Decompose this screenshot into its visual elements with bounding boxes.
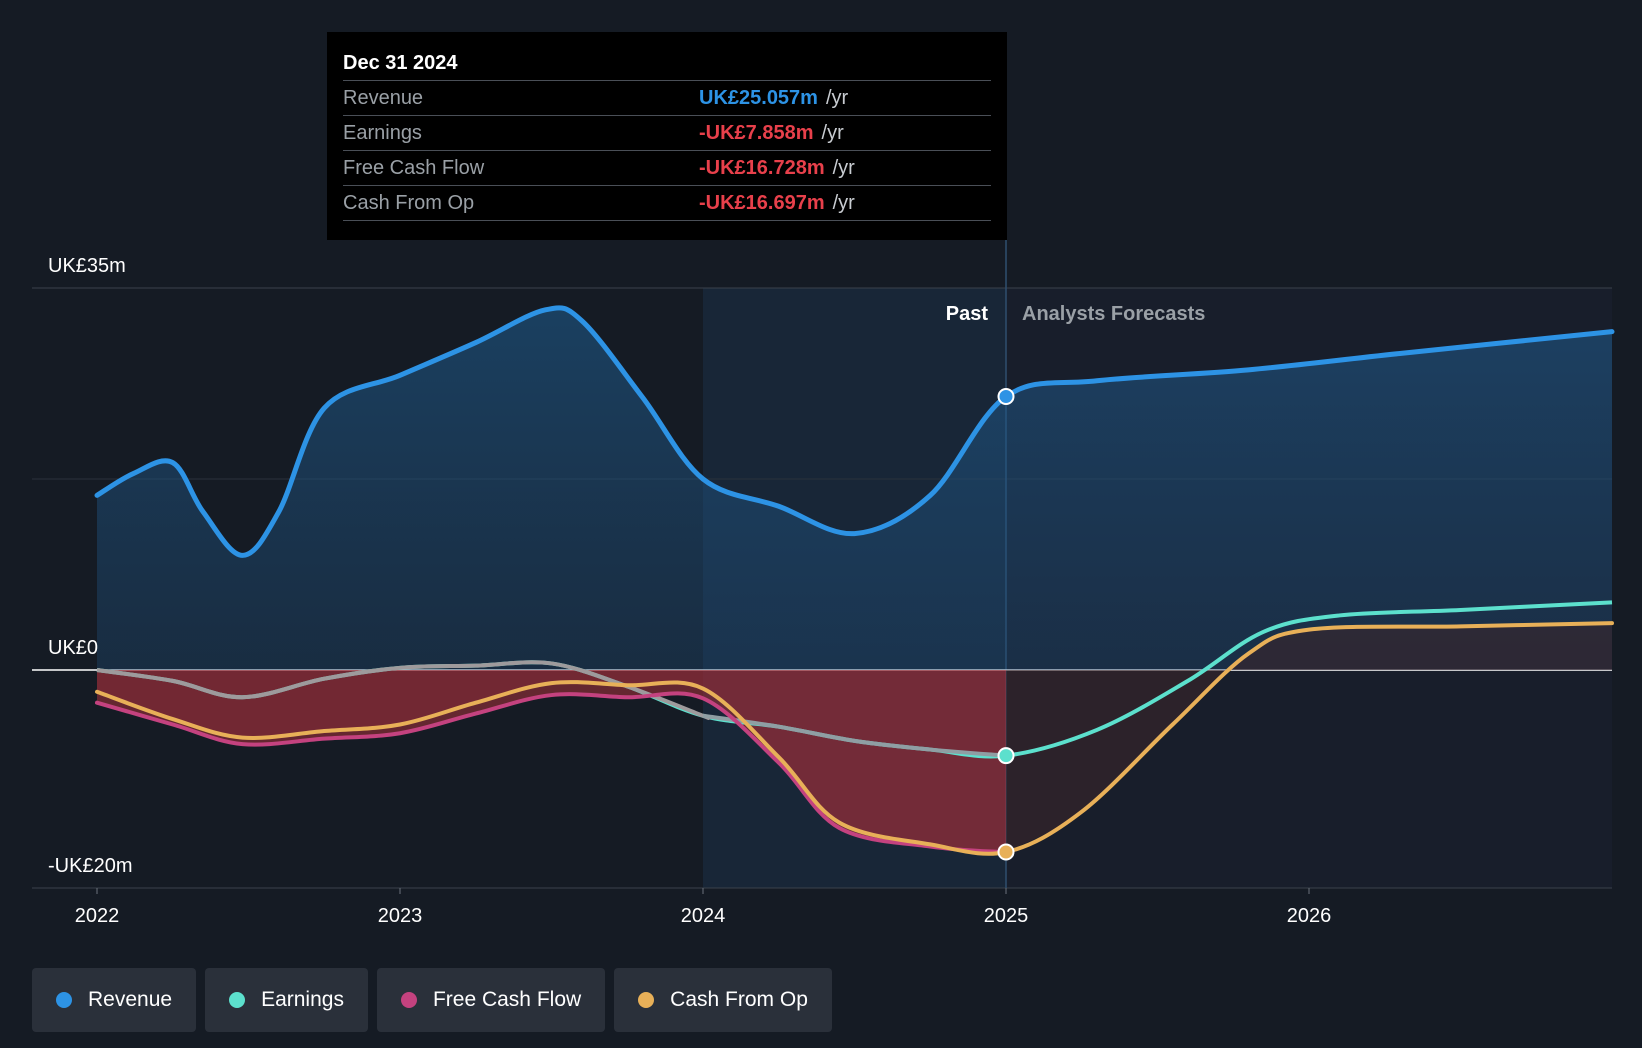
revenue-line [94, 305, 1615, 558]
tooltip-unit: /yr [821, 122, 844, 144]
y-tick-label: UK£35m [48, 255, 126, 277]
x-tick-label: 2026 [1287, 905, 1332, 927]
tooltip-unit: /yr [825, 87, 849, 109]
revenue-marker [997, 388, 1015, 406]
legend-label: Revenue [88, 988, 173, 1011]
cash-from-op-line [95, 621, 1614, 856]
legend-label: Earnings [261, 988, 344, 1011]
cash-from-op-forecast-area [1006, 623, 1612, 852]
legend-item-revenue[interactable]: Revenue [32, 968, 197, 1032]
legend-dot-icon [229, 992, 246, 1008]
cash-from-op-area [97, 670, 1006, 852]
tooltip-row-earnings: Earnings -UK£7.858m /yr [343, 115, 991, 150]
earnings-line-highlight [702, 713, 1007, 758]
tooltip-unit: /yr [832, 157, 855, 179]
y-tick-label: -UK£20m [48, 855, 132, 877]
revenue-area [97, 307, 1612, 670]
earnings-line-muted [96, 660, 711, 720]
tooltip-label: Earnings [343, 122, 422, 144]
tooltip-date: Dec 31 2024 [343, 52, 458, 74]
x-tick-label: 2022 [75, 905, 120, 927]
legend-dot-icon [638, 992, 655, 1008]
x-tick-label: 2025 [984, 905, 1029, 927]
tooltip-label: Cash From Op [343, 192, 475, 214]
tooltip-value: -UK£16.728m [699, 157, 825, 179]
free-cash-flow-line [95, 691, 1008, 855]
tooltip-row-revenue: Revenue UK£25.057m /yr [343, 80, 991, 115]
free-cash-flow-area [97, 670, 1006, 853]
legend-item-free-cash-flow[interactable]: Free Cash Flow [376, 968, 606, 1032]
legend-label: Cash From Op [670, 988, 808, 1011]
legend-label: Free Cash Flow [432, 988, 582, 1011]
past-label: Past [946, 303, 989, 325]
tooltip-row-free-cash-flow: Free Cash Flow -UK£16.728m /yr [343, 150, 991, 185]
tooltip-value: UK£25.057m [699, 87, 818, 109]
tooltip: Dec 31 2024 Revenue UK£25.057m /yr Earni… [327, 32, 1007, 240]
tooltip-label: Revenue [343, 87, 424, 109]
tooltip-label: Free Cash Flow [343, 157, 485, 179]
cash-from-op-marker [997, 843, 1015, 861]
legend: Revenue Earnings Free Cash Flow Cash Fro… [32, 968, 832, 1032]
tooltip-unit: /yr [832, 192, 855, 214]
earnings-marker [997, 747, 1015, 765]
legend-item-earnings[interactable]: Earnings [205, 968, 368, 1032]
tooltip-value: -UK£16.697m [699, 192, 825, 214]
y-tick-label: UK£0 [48, 637, 98, 659]
legend-item-cash-from-op[interactable]: Cash From Op [614, 968, 832, 1032]
tooltip-row-cash-from-op: Cash From Op -UK£16.697m /yr [343, 185, 991, 221]
forecast-label: Analysts Forecasts [1022, 303, 1205, 325]
tooltip-value: -UK£7.858m [699, 122, 814, 144]
legend-dot-icon [56, 992, 72, 1008]
legend-dot-icon [400, 992, 417, 1008]
x-tick-label: 2023 [378, 905, 423, 927]
x-tick-label: 2024 [681, 905, 726, 927]
